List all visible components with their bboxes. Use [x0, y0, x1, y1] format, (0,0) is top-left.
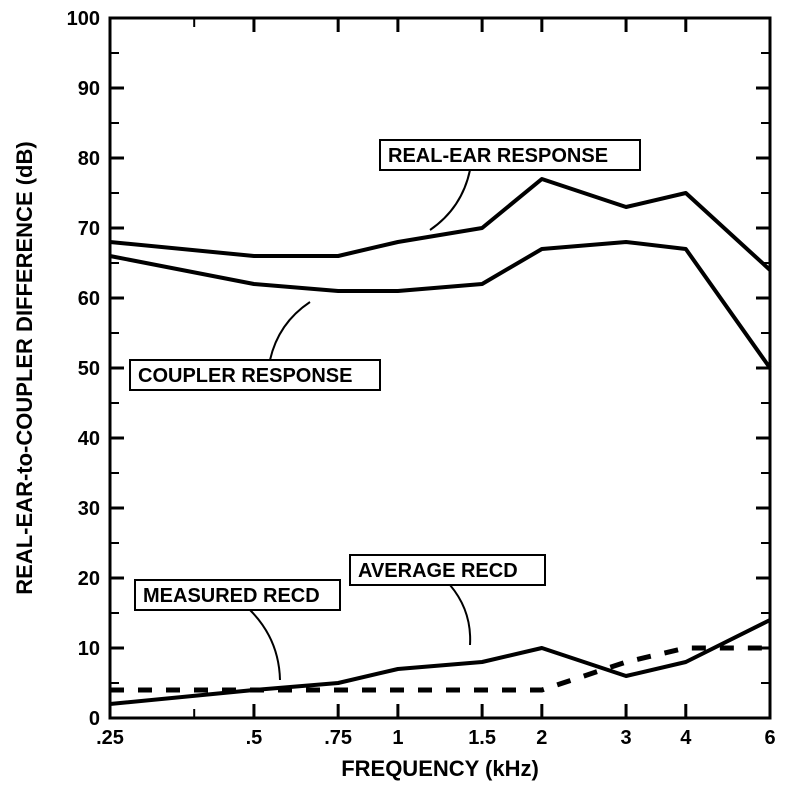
- svg-text:30: 30: [78, 498, 100, 520]
- label-real-ear-response: REAL-EAR RESPONSE: [380, 140, 640, 170]
- svg-text:80: 80: [78, 148, 100, 170]
- svg-text:1.5: 1.5: [468, 727, 496, 749]
- svg-text:.5: .5: [246, 727, 263, 749]
- svg-text:20: 20: [78, 568, 100, 590]
- svg-text:4: 4: [680, 727, 692, 749]
- svg-text:1: 1: [392, 727, 403, 749]
- svg-text:2: 2: [536, 727, 547, 749]
- svg-text:AVERAGE RECD: AVERAGE RECD: [358, 560, 518, 582]
- svg-text:.25: .25: [96, 727, 124, 749]
- svg-text:.75: .75: [324, 727, 352, 749]
- svg-text:MEASURED RECD: MEASURED RECD: [143, 585, 320, 607]
- x-axis-label: FREQUENCY (kHz): [341, 756, 539, 781]
- svg-text:10: 10: [78, 638, 100, 660]
- svg-text:REAL-EAR RESPONSE: REAL-EAR RESPONSE: [388, 145, 608, 167]
- svg-text:90: 90: [78, 78, 100, 100]
- svg-text:COUPLER RESPONSE: COUPLER RESPONSE: [138, 365, 352, 387]
- svg-text:70: 70: [78, 218, 100, 240]
- label-average-recd: AVERAGE RECD: [350, 555, 545, 585]
- svg-text:50: 50: [78, 358, 100, 380]
- y-axis-label: REAL-EAR-to-COUPLER DIFFERENCE (dB): [12, 141, 37, 594]
- label-coupler-response: COUPLER RESPONSE: [130, 360, 380, 390]
- svg-text:100: 100: [67, 8, 100, 30]
- label-measured-recd: MEASURED RECD: [135, 580, 340, 610]
- svg-text:60: 60: [78, 288, 100, 310]
- svg-text:3: 3: [620, 727, 631, 749]
- svg-text:40: 40: [78, 428, 100, 450]
- svg-text:6: 6: [764, 727, 775, 749]
- recd-chart: 0102030405060708090100 .25.5.7511.52346 …: [0, 0, 795, 811]
